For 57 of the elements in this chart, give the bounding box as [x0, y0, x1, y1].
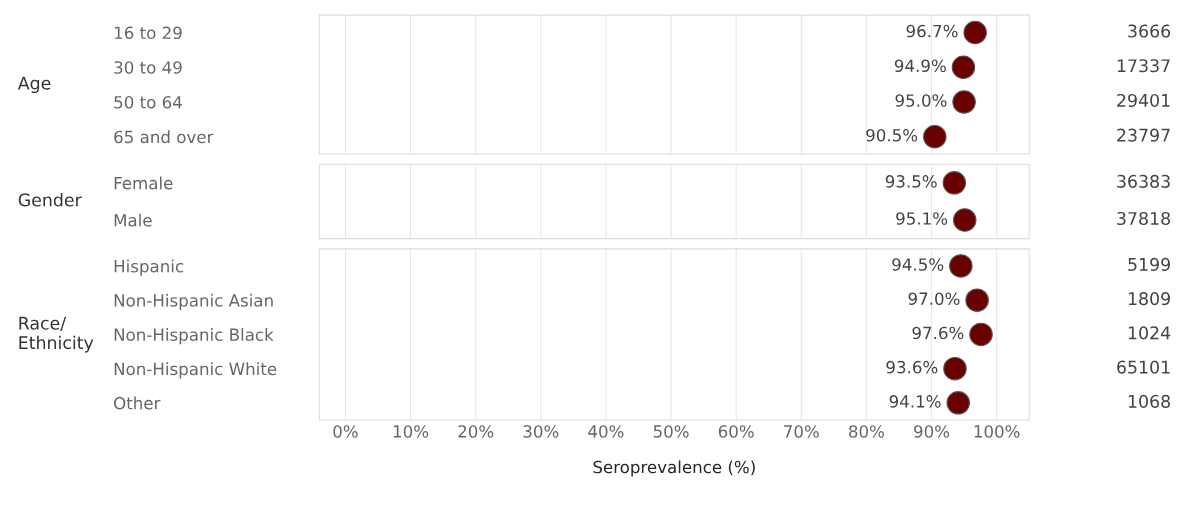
y-axis-title: Race/ Ethnicity	[19, 316, 94, 353]
point	[952, 90, 976, 114]
text: 1024	[1128, 326, 1171, 340]
x-tick-label: 70%	[784, 425, 819, 438]
x-axis-title: Seroprevalence (%)	[593, 460, 755, 477]
x-tick-label: 0%	[333, 425, 358, 438]
y-axis-title: Age	[17, 76, 51, 94]
point	[965, 288, 989, 312]
y-tick-label: Non-Hispanic Black	[114, 328, 274, 345]
x-tick-label: 10%	[393, 425, 429, 438]
text: 3666	[1128, 24, 1171, 38]
text: 1809	[1128, 292, 1170, 306]
text: 65101	[1117, 360, 1170, 374]
data-label: 90.5%	[866, 128, 918, 142]
data-label: 95.1%	[896, 212, 948, 225]
y-tick-label: Other	[114, 396, 161, 410]
data-label: 97.6%	[912, 326, 964, 340]
point	[923, 124, 947, 149]
y-tick-label: Male	[114, 213, 152, 227]
data-label: 97.0%	[908, 292, 960, 305]
y-tick-label: 50 to 64	[114, 95, 182, 109]
text: 37818	[1117, 211, 1170, 226]
y-tick-label: Non-Hispanic Asian	[114, 293, 273, 310]
data-label: 94.5%	[892, 258, 944, 271]
text: 29401	[1117, 93, 1170, 108]
data-label: 96.7%	[906, 24, 958, 38]
y-tick-label: 16 to 29	[114, 26, 182, 40]
data-label: 95.0%	[895, 94, 947, 107]
x-tick-label: 30%	[523, 425, 559, 438]
text: 1068	[1128, 394, 1170, 408]
point	[946, 391, 970, 415]
x-tick-label: 90%	[914, 425, 950, 438]
x-tick-label: 40%	[588, 425, 624, 438]
text: 36383	[1117, 174, 1170, 188]
x-tick-label: 50%	[653, 425, 689, 438]
data-label: 94.1%	[889, 395, 941, 408]
point	[969, 322, 993, 347]
x-tick-label: 80%	[849, 425, 885, 438]
point	[943, 356, 967, 381]
y-tick-label: 65 and over	[114, 130, 214, 144]
text: 23797	[1117, 128, 1170, 142]
text: 17337	[1117, 59, 1170, 73]
data-label: 93.6%	[886, 360, 938, 374]
data-label: 93.5%	[885, 175, 937, 188]
y-tick-label: Non-Hispanic White	[114, 362, 277, 379]
y-tick-label: Hispanic	[114, 259, 184, 276]
data-label: 94.9%	[894, 59, 946, 73]
point	[963, 20, 987, 45]
y-axis-title: Gender	[18, 193, 82, 207]
x-tick-label: 60%	[718, 425, 754, 438]
x-tick-label: 20%	[458, 425, 494, 438]
point	[951, 55, 976, 80]
text: 5199	[1128, 257, 1170, 271]
y-tick-label: 30 to 49	[114, 61, 182, 74]
point	[949, 254, 973, 278]
x-tick-label: 100%	[974, 425, 1020, 438]
y-tick-label: Female	[114, 176, 173, 190]
